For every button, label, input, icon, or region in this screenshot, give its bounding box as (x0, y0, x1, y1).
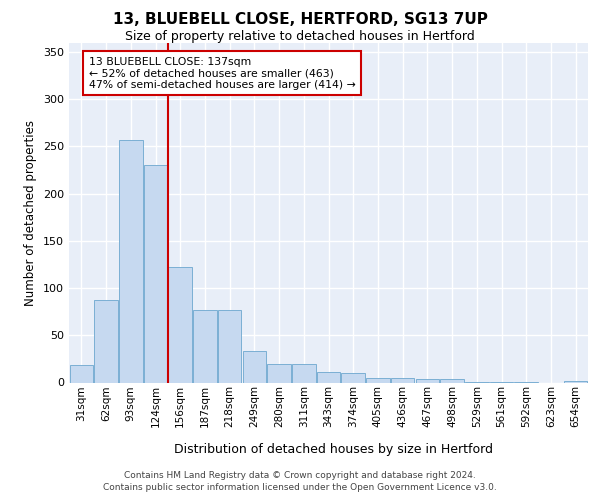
Bar (144, 166, 167, 382)
Text: Distribution of detached houses by size in Hertford: Distribution of detached houses by size … (173, 442, 493, 456)
Bar (169, 268, 192, 382)
Text: Contains HM Land Registry data © Crown copyright and database right 2024.
Contai: Contains HM Land Registry data © Crown c… (103, 471, 497, 492)
Bar (416, 378, 439, 382)
Text: Size of property relative to detached houses in Hertford: Size of property relative to detached ho… (125, 30, 475, 43)
Bar (119, 140, 143, 382)
Bar (317, 372, 340, 382)
Bar (341, 373, 365, 382)
Bar (564, 380, 587, 382)
Bar (94, 300, 118, 382)
Bar (268, 364, 291, 382)
Bar (70, 364, 93, 382)
Text: 13 BLUEBELL CLOSE: 137sqm
← 52% of detached houses are smaller (463)
47% of semi: 13 BLUEBELL CLOSE: 137sqm ← 52% of detac… (89, 56, 356, 90)
Text: 13, BLUEBELL CLOSE, HERTFORD, SG13 7UP: 13, BLUEBELL CLOSE, HERTFORD, SG13 7UP (113, 12, 487, 28)
Bar (193, 310, 217, 382)
Y-axis label: Number of detached properties: Number of detached properties (25, 120, 37, 306)
Bar (391, 378, 415, 382)
Bar (242, 352, 266, 382)
Bar (218, 310, 241, 382)
Bar (292, 364, 316, 382)
Bar (366, 378, 389, 382)
Bar (440, 378, 464, 382)
